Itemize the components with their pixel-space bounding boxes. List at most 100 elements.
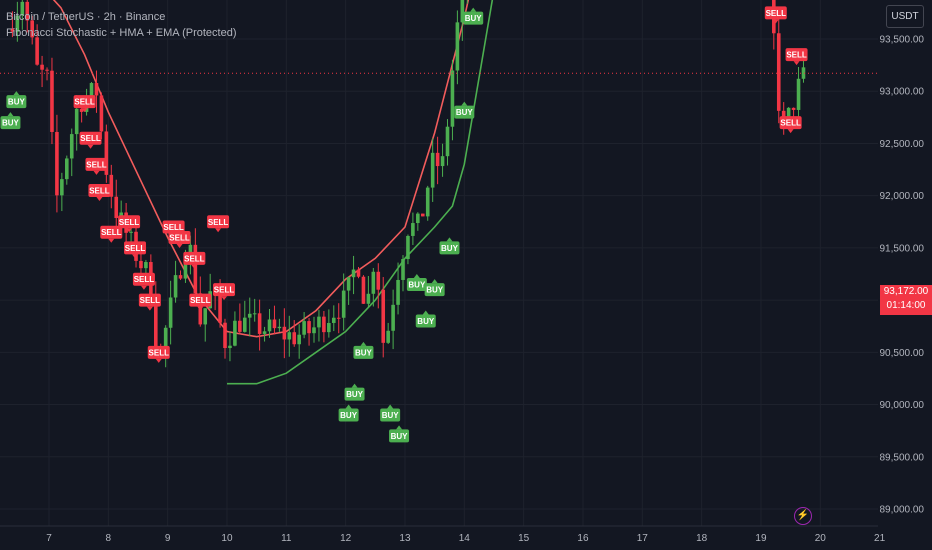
price-tick-label: 89,000.00	[880, 505, 925, 516]
candle-body	[35, 37, 39, 65]
candle-body	[351, 269, 356, 278]
candle-body	[183, 261, 188, 279]
signal-box	[463, 11, 484, 25]
candle-body	[460, 0, 465, 23]
hma-line	[227, 0, 494, 385]
candle-body	[144, 262, 148, 269]
signal-box	[785, 48, 808, 62]
candle-body	[366, 293, 371, 304]
signal-text: BUY	[456, 108, 474, 117]
candle-body	[287, 332, 292, 340]
signal-pointer	[413, 273, 420, 278]
candle-body	[114, 196, 119, 219]
candle-body	[386, 330, 390, 343]
signal-box	[380, 408, 401, 422]
signal-pointer	[360, 341, 367, 346]
sell-signal: SELL	[207, 215, 230, 233]
candle-body	[361, 276, 366, 304]
candle-body	[99, 95, 104, 132]
candlestick-series	[10, 0, 806, 368]
time-tick-label: 18	[696, 533, 708, 544]
candle-body	[242, 317, 247, 332]
signal-text: SELL	[208, 218, 229, 227]
candle-body	[307, 321, 311, 334]
candle-body	[381, 289, 386, 343]
signal-box	[138, 293, 161, 307]
signal-text: SELL	[80, 134, 101, 143]
time-tick-label: 13	[399, 533, 411, 544]
candle-body	[178, 275, 183, 279]
candle-body	[277, 326, 282, 329]
sell-signal: SELL	[132, 272, 155, 290]
signal-text: BUY	[426, 286, 444, 295]
signal-box	[88, 183, 111, 197]
signal-box	[168, 230, 191, 244]
signal-box	[0, 116, 21, 130]
time-tick-label: 21	[874, 533, 886, 544]
signal-pointer	[431, 279, 438, 284]
candle-body	[776, 33, 781, 111]
price-tick-label: 93,000.00	[880, 87, 925, 98]
time-tick-label: 17	[637, 533, 649, 544]
time-axis[interactable]: 7 8 9 10 11 12 13 14 15 16 17 18 19 20 21	[0, 525, 886, 544]
signal-box	[162, 220, 185, 234]
candle-body	[450, 70, 455, 127]
sell-signal: SELL	[785, 48, 808, 66]
signal-text: SELL	[780, 119, 801, 128]
time-tick-label: 14	[459, 533, 471, 544]
candle-body	[153, 299, 158, 347]
candle-body	[168, 297, 173, 328]
signal-box	[6, 95, 27, 109]
last-price-value: 93,172.00	[883, 286, 929, 297]
candle-body	[430, 152, 435, 188]
signal-pointer	[351, 383, 358, 388]
price-axis[interactable]: 89,000.0089,500.0090,000.0090,500.0091,0…	[878, 0, 932, 550]
candle-body	[193, 244, 198, 294]
signal-pointer	[140, 285, 147, 290]
signal-box	[124, 241, 147, 255]
candle-body	[356, 269, 361, 277]
candle-body	[312, 327, 316, 334]
signal-pointer	[146, 306, 153, 311]
candle-body	[440, 156, 445, 167]
candle-body	[252, 313, 257, 315]
time-tick-label: 19	[755, 533, 767, 544]
signal-text: SELL	[101, 228, 122, 237]
signal-pointer	[96, 196, 103, 201]
candle-body	[331, 317, 336, 323]
candle-body	[25, 1, 30, 21]
candle-body	[15, 15, 20, 32]
candle-body	[801, 67, 806, 79]
buy-signal: BUY	[0, 112, 21, 130]
signal-pointer	[793, 61, 800, 66]
bar-countdown: 01:14:00	[886, 300, 926, 311]
signal-pointer	[387, 404, 394, 409]
currency-button[interactable]: USDT	[886, 5, 924, 28]
candle-body	[45, 69, 49, 71]
candle-body	[297, 334, 301, 345]
symbol-title[interactable]: Bitcoin / TetherUS · 2h · Binance	[6, 11, 166, 23]
signal-text: BUY	[8, 98, 26, 107]
signal-pointer	[345, 404, 352, 409]
buy-signal: BUY	[454, 101, 475, 119]
sell-signal: SELL	[168, 230, 191, 248]
signal-pointer	[81, 108, 88, 113]
price-axis-bg	[878, 0, 932, 550]
signal-text: BUY	[346, 390, 364, 399]
signal-box	[132, 272, 155, 286]
candle-body	[139, 260, 143, 269]
candle-body	[401, 259, 405, 280]
signal-pointer	[87, 144, 94, 149]
signal-box	[79, 131, 102, 145]
indicator-title[interactable]: Fibonacci Stochastic + HMA + EMA (Protec…	[6, 27, 237, 39]
buy-signal: BUY	[338, 404, 359, 422]
candle-body	[233, 320, 237, 346]
signal-pointer	[7, 112, 14, 117]
lightning-icon[interactable]: ⚡	[794, 507, 812, 525]
signal-box	[338, 408, 359, 422]
candle-body	[104, 131, 109, 175]
time-tick-label: 20	[815, 533, 827, 544]
sell-signal: SELL	[79, 131, 102, 149]
hma-path	[227, 0, 494, 385]
